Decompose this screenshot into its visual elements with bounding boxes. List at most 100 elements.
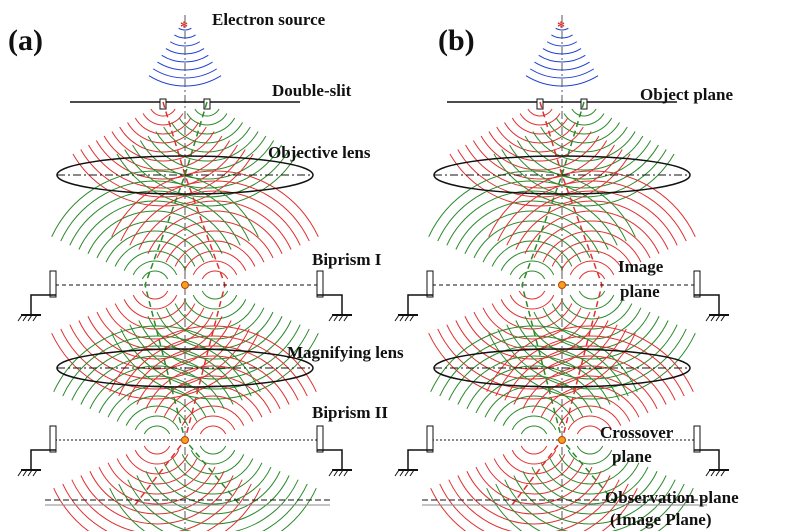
wavefront [171, 123, 242, 143]
biprism-wire [408, 450, 433, 470]
wavefront [510, 295, 554, 309]
biprism-electrode [317, 426, 323, 452]
wavefront [447, 191, 617, 245]
wavefront [473, 141, 606, 180]
wavefront [200, 426, 225, 434]
label: (Image Plane) [610, 510, 712, 529]
wavefront [151, 109, 175, 116]
wavefront [476, 467, 592, 504]
wavefront [564, 114, 604, 125]
wavefront [572, 109, 596, 116]
wavefront [140, 141, 273, 180]
biprism-wire [408, 295, 433, 315]
biprism-electrode [427, 271, 433, 297]
label: Object plane [640, 85, 733, 104]
wavefront [70, 325, 240, 379]
ground-hatch [329, 470, 333, 476]
wavefront [467, 471, 601, 514]
wavefront [130, 191, 300, 245]
wavefront [528, 109, 552, 116]
wavefront [191, 416, 235, 430]
wavefront [99, 467, 215, 504]
crossover [182, 282, 189, 289]
wavefront [179, 118, 234, 134]
source: * [557, 19, 565, 36]
label: Biprism II [312, 403, 388, 422]
biprism-wire [317, 295, 342, 315]
label: plane [612, 447, 652, 466]
biprism-electrode [694, 426, 700, 452]
biprism-wire [31, 450, 56, 470]
source: * [180, 19, 188, 36]
wavefront [127, 123, 198, 144]
wavefront [115, 241, 195, 266]
wavefront [110, 488, 317, 531]
label: Magnifying lens [287, 343, 404, 362]
label: Electron source [212, 10, 326, 29]
wavefront [521, 426, 546, 434]
biprism-electrode [50, 426, 56, 452]
wavefront [520, 114, 560, 125]
wavefront [507, 325, 677, 379]
wavefront [450, 154, 630, 206]
panel-label: (b) [438, 24, 475, 57]
wavefront [517, 141, 650, 180]
wavefront [579, 271, 604, 279]
wavefront [155, 467, 271, 504]
label: Observation plane [605, 488, 739, 507]
biprism-wire [694, 295, 719, 315]
wavefront [187, 114, 227, 125]
wavefront [570, 261, 614, 275]
ground-hatch [395, 470, 399, 476]
wavefront [521, 446, 546, 454]
wavefront [507, 191, 677, 245]
ground-hatch [706, 470, 710, 476]
wavefront [570, 295, 614, 309]
biprism-electrode [427, 426, 433, 452]
label: Objective lens [268, 143, 371, 162]
wavefront [548, 123, 619, 143]
label: Crossover [600, 423, 674, 442]
wavefront [577, 426, 602, 434]
wavefront [568, 450, 612, 464]
wavefront [200, 446, 225, 454]
biprism-wire [31, 295, 56, 315]
wavefront [191, 450, 235, 464]
wavefront [143, 114, 183, 125]
biprism-electrode [50, 271, 56, 297]
wavefront [135, 416, 179, 430]
biprism-electrode [317, 271, 323, 297]
wavefront [130, 325, 300, 379]
panel-label: (a) [8, 24, 43, 57]
wavefront [510, 261, 554, 275]
wavefront [144, 426, 169, 434]
crossover [559, 282, 566, 289]
wavefront [193, 261, 237, 275]
wavefront [146, 471, 280, 514]
wavefront [519, 271, 544, 279]
wavefront [54, 488, 261, 531]
wavefront [492, 241, 572, 266]
wavefront [96, 141, 229, 180]
wavefront [135, 118, 190, 134]
wavefront [447, 325, 617, 379]
crossover [182, 437, 189, 444]
figure: * * (a) Electron source Double-slit Obje… [0, 0, 807, 531]
wavefront [73, 154, 253, 206]
label: plane [620, 282, 660, 301]
ground-hatch [395, 315, 399, 321]
wavefront [90, 471, 224, 514]
biprism-wire [694, 450, 719, 470]
ground-hatch [706, 315, 710, 321]
wavefront [195, 109, 219, 116]
wavefront [142, 271, 167, 279]
wavefront [504, 123, 575, 143]
ground-hatch [329, 315, 333, 321]
label: Image [618, 257, 664, 276]
wavefront [577, 446, 602, 454]
wavefront [512, 416, 556, 430]
wavefront [175, 241, 255, 266]
wavefront [133, 261, 177, 275]
wavefront [144, 446, 169, 454]
wavefront [133, 295, 177, 309]
